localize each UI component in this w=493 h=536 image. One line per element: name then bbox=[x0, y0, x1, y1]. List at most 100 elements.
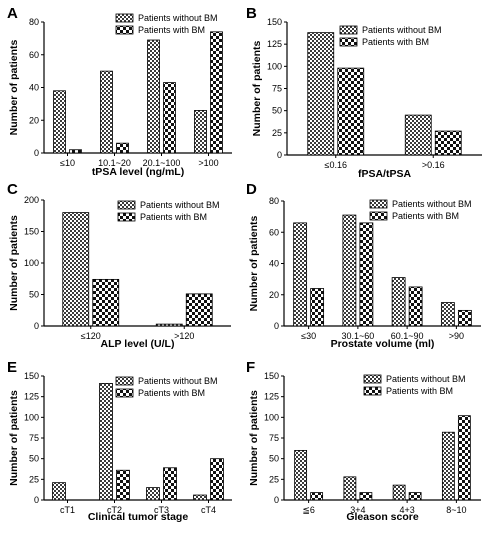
legend-swatch bbox=[115, 376, 134, 386]
bar-with-bm bbox=[185, 293, 213, 327]
y-axis-title: Number of patients bbox=[251, 41, 263, 137]
y-tick-label: 40 bbox=[269, 259, 279, 269]
y-tick-label: 80 bbox=[269, 196, 279, 206]
legend-label: Patients with BM bbox=[386, 386, 453, 396]
bar-without-bm bbox=[62, 212, 90, 327]
y-tick-label: 75 bbox=[269, 433, 279, 443]
y-tick-label: 100 bbox=[24, 258, 39, 268]
y-tick-label: 150 bbox=[24, 227, 39, 237]
y-tick-label: 150 bbox=[24, 371, 39, 381]
panel-letter: E bbox=[7, 359, 17, 376]
x-axis-title: Clinical tumor stage bbox=[88, 511, 189, 523]
y-tick-label: 80 bbox=[29, 17, 39, 27]
x-tick-label: ≤0.16 bbox=[325, 160, 347, 170]
y-axis-title: Number of patients bbox=[248, 216, 260, 312]
y-tick-label: 50 bbox=[29, 290, 39, 300]
legend-label: Patients without BM bbox=[386, 374, 466, 384]
x-tick-label: ≤30 bbox=[301, 331, 316, 341]
y-tick-label: 0 bbox=[274, 321, 279, 331]
bar-with-bm bbox=[163, 467, 177, 501]
y-tick-label: 125 bbox=[24, 392, 39, 402]
x-axis-title: tPSA level (ng/mL) bbox=[92, 166, 184, 178]
bar-without-bm bbox=[194, 110, 207, 154]
y-tick-label: 0 bbox=[34, 495, 39, 505]
y-tick-label: 200 bbox=[24, 195, 39, 205]
legend-label: Patients with BM bbox=[392, 211, 459, 221]
y-tick-label: 60 bbox=[269, 227, 279, 237]
y-tick-label: 0 bbox=[274, 495, 279, 505]
bar-with-bm bbox=[116, 142, 129, 154]
x-axis-title: Prostate volume (ml) bbox=[331, 338, 435, 350]
legend: Patients without BM Patients with BM bbox=[115, 376, 218, 398]
bar-with-bm bbox=[116, 469, 130, 501]
bar-with-bm bbox=[210, 31, 223, 154]
bar-with-bm bbox=[457, 309, 472, 327]
y-tick-label: 20 bbox=[269, 290, 279, 300]
y-tick-label: 50 bbox=[269, 454, 279, 464]
x-tick-label: ≦6 bbox=[302, 505, 315, 515]
y-tick-label: 75 bbox=[272, 84, 282, 94]
y-tick-label: 125 bbox=[264, 392, 279, 402]
bar-without-bm bbox=[146, 487, 160, 501]
legend-swatch bbox=[117, 200, 136, 210]
x-tick-label: 3+4 bbox=[350, 505, 365, 515]
legend: Patients without BM Patients with BM bbox=[363, 374, 466, 396]
y-tick-label: 75 bbox=[29, 433, 39, 443]
bar-without-bm bbox=[391, 277, 406, 327]
legend-swatch bbox=[369, 199, 388, 209]
legend-label: Patients with BM bbox=[140, 212, 207, 222]
y-tick-label: 0 bbox=[34, 148, 39, 158]
bar-with-bm bbox=[163, 82, 176, 154]
bar-without-bm bbox=[293, 222, 308, 327]
panel-a: A 0 20 40 60 80 Number of patients ≤10 10.1~20 20… bbox=[7, 5, 232, 178]
x-tick-label: >0.16 bbox=[422, 160, 445, 170]
legend-swatch bbox=[363, 386, 382, 396]
panel-f: F 0 25 50 75 100 125 150 Number of patients ≦6 3+4… bbox=[246, 359, 481, 523]
y-axis-title: Number of patients bbox=[8, 40, 20, 136]
panel-letter: A bbox=[7, 5, 18, 22]
bar-without-bm bbox=[155, 323, 183, 327]
x-tick-label: 20.1~100 bbox=[143, 158, 181, 168]
bar-with-bm bbox=[92, 278, 120, 327]
bar-without-bm bbox=[52, 482, 66, 501]
bar-with-bm bbox=[408, 492, 422, 501]
y-tick-label: 0 bbox=[34, 321, 39, 331]
legend: Patients without BM Patients with BM bbox=[339, 25, 442, 47]
bar-without-bm bbox=[343, 476, 357, 501]
legend-label: Patients without BM bbox=[138, 13, 218, 23]
legend-swatch bbox=[115, 13, 134, 23]
panel-letter: B bbox=[246, 5, 257, 22]
x-axis-title: Gleason score bbox=[346, 511, 419, 523]
panel-b: B 0 25 50 75 100 125 150 Number of patients ≤0.16… bbox=[246, 5, 482, 180]
panel-letter: D bbox=[246, 181, 257, 198]
y-tick-label: 50 bbox=[29, 454, 39, 464]
y-tick-label: 100 bbox=[267, 61, 282, 71]
x-tick-label: 10.1~20 bbox=[98, 158, 131, 168]
x-tick-label: cT2 bbox=[107, 505, 122, 515]
bar-with-bm bbox=[408, 286, 423, 327]
panel-letter: F bbox=[246, 359, 255, 376]
bar-without-bm bbox=[307, 32, 335, 156]
bar-with-bm bbox=[359, 492, 373, 501]
y-tick-label: 25 bbox=[269, 474, 279, 484]
bar-with-bm bbox=[434, 130, 462, 156]
x-tick-label: 30.1~60 bbox=[341, 331, 374, 341]
y-tick-label: 150 bbox=[267, 17, 282, 27]
x-tick-label: >120 bbox=[174, 331, 194, 341]
legend-label: Patients with BM bbox=[138, 25, 205, 35]
legend-label: Patients without BM bbox=[392, 199, 472, 209]
y-tick-label: 40 bbox=[29, 83, 39, 93]
y-tick-label: 25 bbox=[272, 128, 282, 138]
legend-swatch bbox=[115, 25, 134, 35]
bar-with-bm bbox=[310, 288, 325, 327]
y-tick-label: 60 bbox=[29, 50, 39, 60]
legend-label: Patients with BM bbox=[362, 37, 429, 47]
bar-without-bm bbox=[441, 431, 455, 501]
bar-with-bm bbox=[457, 415, 471, 501]
legend-swatch bbox=[369, 211, 388, 221]
x-axis-title: ALP level (U/L) bbox=[101, 338, 175, 350]
x-tick-label: cT4 bbox=[201, 505, 216, 515]
y-tick-label: 50 bbox=[272, 106, 282, 116]
